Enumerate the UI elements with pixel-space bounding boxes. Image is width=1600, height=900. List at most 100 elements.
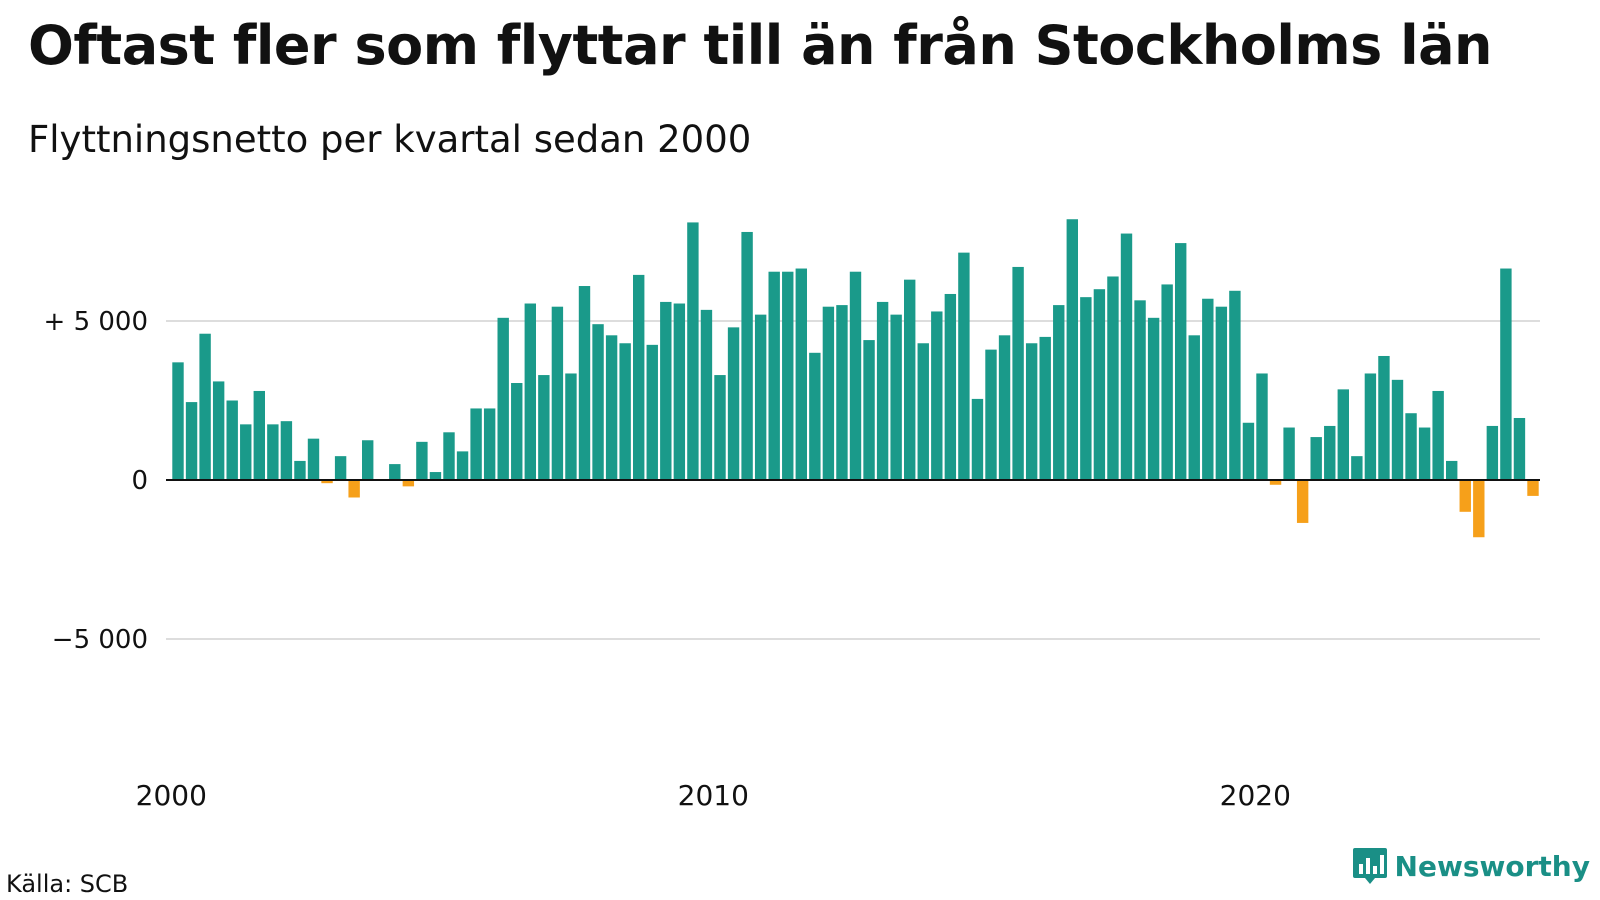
bar-2013-q4 (917, 343, 929, 480)
bar-2015-q4 (1025, 343, 1038, 480)
bar-2016-q2 (1053, 305, 1065, 480)
bar-2023-q4 (1459, 480, 1471, 512)
bar-2002-q3 (307, 438, 320, 480)
bar-2008-q4 (646, 344, 658, 480)
bar-2022-q2 (1378, 355, 1390, 480)
bar-2020-q3 (1283, 427, 1295, 480)
bar-2000-q2 (185, 402, 198, 480)
bar-2005-q1 (443, 432, 455, 480)
bar-2006-q4 (538, 375, 550, 480)
bar-2018-q3 (1175, 243, 1187, 480)
bar-2014-q1 (931, 311, 943, 480)
bar-2003-q2 (348, 480, 360, 498)
bar-2012-q2 (836, 305, 848, 480)
bar-2007-q2 (565, 373, 577, 480)
bar-2010-q2 (727, 327, 740, 480)
bar-2006-q2 (511, 383, 523, 480)
chart-title: Oftast fler som flyttar till än från Sto… (28, 14, 1492, 77)
bar-2004-q1 (389, 464, 401, 480)
bar-2002-q4 (321, 480, 333, 484)
bar-2017-q2 (1107, 276, 1119, 480)
bar-2015-q3 (1012, 266, 1024, 480)
bar-2004-q3 (416, 441, 428, 480)
bar-2018-q2 (1161, 284, 1173, 480)
bar-2008-q3 (633, 274, 645, 480)
bar-2020-q1 (1256, 373, 1268, 480)
bar-2002-q2 (294, 460, 306, 480)
bar-2024-q4 (1513, 417, 1526, 480)
bar-2009-q4 (700, 309, 713, 480)
y-tick-label: 0 (131, 466, 148, 496)
bar-2005-q2 (456, 451, 469, 480)
bar-2012-q1 (822, 306, 835, 480)
bar-2018-q4 (1188, 335, 1200, 480)
bar-2019-q2 (1215, 306, 1228, 480)
bar-2018-q1 (1147, 317, 1160, 480)
bar-2003-q3 (362, 440, 374, 480)
bar-2021-q2 (1324, 425, 1336, 480)
bar-2004-q4 (429, 472, 442, 480)
bar-2023-q2 (1432, 390, 1444, 480)
y-tick-label: −5 000 (52, 625, 148, 655)
bar-2007-q3 (578, 286, 591, 480)
bar-2007-q1 (551, 306, 564, 480)
bar-2023-q3 (1446, 460, 1458, 480)
bar-2022-q4 (1405, 413, 1417, 480)
bar-2006-q1 (497, 317, 509, 480)
x-tick-label: 2010 (678, 779, 749, 812)
source-note: Källa: SCB (6, 870, 129, 898)
bar-2016-q3 (1066, 219, 1078, 481)
bar-2009-q2 (673, 303, 686, 480)
bar-2014-q2 (944, 293, 957, 480)
bar-2017-q4 (1134, 300, 1146, 480)
bar-2017-q1 (1093, 289, 1106, 480)
bars (172, 219, 1539, 538)
bar-2008-q1 (605, 335, 618, 480)
bar-2001-q2 (240, 424, 252, 480)
bar-2011-q1 (768, 271, 780, 480)
bar-2024-q1 (1473, 480, 1485, 538)
bar-2020-q2 (1269, 480, 1282, 485)
bar-2010-q4 (754, 314, 767, 480)
bar-2024-q2 (1486, 425, 1499, 480)
newsworthy-logo[interactable]: Newsworthy (1351, 846, 1590, 886)
y-tick-label: + 5 000 (44, 307, 148, 337)
bar-2000-q4 (212, 381, 225, 480)
bar-2008-q2 (619, 343, 631, 480)
bar-2005-q4 (483, 408, 496, 480)
bar-chart: + 5 000 0 −5 000 2000 2010 2020 (44, 219, 1540, 812)
bar-2016-q1 (1039, 336, 1051, 480)
bar-2013-q2 (890, 314, 902, 480)
newsworthy-logo-icon (1352, 848, 1387, 884)
bar-2012-q4 (863, 340, 875, 480)
bar-2005-q3 (470, 408, 482, 480)
bar-2012-q3 (849, 271, 862, 480)
bar-2013-q1 (876, 301, 889, 480)
bar-2009-q3 (687, 222, 699, 481)
bar-2003-q1 (334, 456, 347, 480)
bar-2021-q1 (1310, 437, 1322, 480)
bar-2021-q3 (1337, 389, 1349, 480)
bar-2002-q1 (280, 421, 293, 480)
x-tick-label: 2020 (1220, 779, 1291, 812)
bar-2006-q3 (524, 303, 536, 480)
bar-2009-q1 (660, 301, 672, 480)
bar-2019-q1 (1202, 298, 1214, 480)
bar-2007-q4 (592, 324, 604, 480)
bar-2014-q4 (971, 398, 984, 480)
bar-2001-q3 (253, 390, 265, 480)
bar-2000-q3 (199, 333, 211, 480)
bar-2014-q3 (958, 252, 970, 480)
bar-2010-q3 (741, 231, 753, 480)
bar-2010-q1 (714, 375, 726, 480)
x-tick-label: 2000 (136, 779, 207, 812)
bar-2024-q3 (1500, 268, 1512, 480)
bar-2021-q4 (1351, 456, 1363, 480)
bar-2001-q4 (267, 424, 279, 480)
bar-2019-q4 (1242, 422, 1255, 480)
bar-2023-q1 (1418, 427, 1431, 480)
chart-subtitle: Flyttningsnetto per kvartal sedan 2000 (28, 118, 752, 161)
axes: + 5 000 0 −5 000 2000 2010 2020 (44, 307, 1540, 812)
bar-2001-q1 (226, 400, 238, 480)
bar-2013-q3 (904, 279, 916, 480)
